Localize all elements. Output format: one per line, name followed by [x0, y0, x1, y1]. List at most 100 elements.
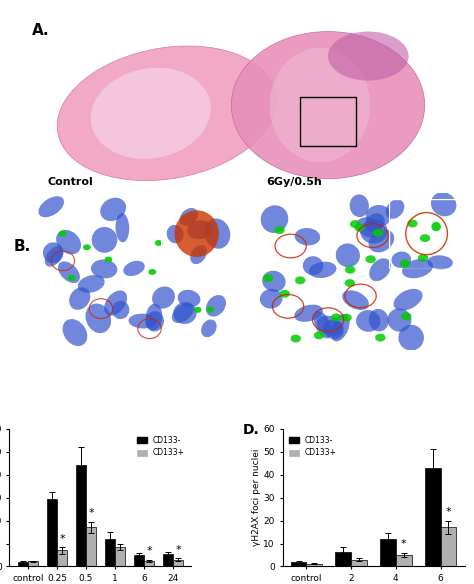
Text: B.: B.: [14, 239, 31, 254]
Ellipse shape: [91, 68, 211, 159]
Ellipse shape: [204, 218, 230, 249]
Ellipse shape: [407, 220, 418, 227]
Ellipse shape: [261, 206, 288, 233]
Ellipse shape: [148, 269, 156, 275]
Bar: [380, 539, 396, 566]
Ellipse shape: [201, 319, 217, 337]
Text: *: *: [401, 539, 407, 550]
Ellipse shape: [56, 230, 81, 255]
Ellipse shape: [194, 307, 201, 313]
Ellipse shape: [369, 309, 389, 332]
Bar: [163, 554, 173, 566]
Ellipse shape: [274, 226, 285, 234]
Ellipse shape: [173, 302, 197, 324]
Ellipse shape: [314, 311, 332, 338]
Ellipse shape: [345, 279, 355, 287]
Ellipse shape: [63, 319, 87, 346]
Ellipse shape: [58, 262, 80, 283]
Ellipse shape: [59, 231, 66, 237]
Ellipse shape: [104, 256, 112, 262]
Ellipse shape: [418, 254, 428, 262]
Bar: [336, 551, 351, 566]
Ellipse shape: [83, 244, 91, 250]
Ellipse shape: [45, 246, 64, 267]
Text: *: *: [146, 546, 152, 556]
Bar: [300, 97, 356, 146]
Ellipse shape: [174, 210, 219, 257]
Text: 6Gy/0.5h: 6Gy/0.5h: [266, 177, 322, 187]
Ellipse shape: [294, 305, 323, 322]
Ellipse shape: [178, 290, 201, 307]
Legend: CD133-, CD133+: CD133-, CD133+: [286, 433, 340, 460]
Text: CD133  DAPI  γH2AX: CD133 DAPI γH2AX: [47, 356, 104, 361]
Ellipse shape: [393, 289, 422, 311]
Ellipse shape: [231, 32, 425, 179]
Text: Control: Control: [47, 177, 93, 187]
Ellipse shape: [365, 255, 376, 263]
Bar: [306, 564, 322, 566]
Ellipse shape: [100, 198, 126, 221]
Ellipse shape: [386, 199, 404, 219]
Ellipse shape: [360, 219, 388, 244]
Ellipse shape: [369, 258, 391, 281]
Bar: [105, 539, 115, 566]
Ellipse shape: [341, 314, 352, 322]
Ellipse shape: [146, 304, 162, 331]
Ellipse shape: [68, 275, 75, 281]
Ellipse shape: [375, 333, 385, 342]
Ellipse shape: [180, 208, 198, 226]
Ellipse shape: [263, 274, 273, 282]
Ellipse shape: [146, 311, 164, 332]
Ellipse shape: [342, 290, 369, 310]
Ellipse shape: [270, 48, 370, 162]
Ellipse shape: [345, 266, 356, 274]
Ellipse shape: [317, 315, 343, 336]
Ellipse shape: [354, 224, 365, 231]
Text: *: *: [59, 534, 65, 544]
Ellipse shape: [350, 194, 369, 217]
Text: *: *: [175, 545, 181, 555]
Bar: [18, 562, 28, 566]
Ellipse shape: [91, 227, 118, 253]
Ellipse shape: [69, 287, 90, 310]
Ellipse shape: [190, 245, 207, 264]
Bar: [351, 559, 367, 566]
Ellipse shape: [431, 222, 441, 231]
Ellipse shape: [400, 260, 410, 267]
Bar: [134, 555, 144, 566]
Ellipse shape: [295, 228, 320, 245]
Ellipse shape: [116, 213, 129, 242]
Bar: [396, 555, 411, 566]
Ellipse shape: [206, 295, 226, 317]
Ellipse shape: [366, 205, 392, 227]
Ellipse shape: [155, 240, 163, 246]
Ellipse shape: [262, 271, 286, 292]
Ellipse shape: [172, 303, 193, 323]
Bar: [57, 550, 67, 566]
Ellipse shape: [330, 314, 350, 342]
Ellipse shape: [373, 229, 383, 237]
Ellipse shape: [420, 234, 430, 242]
Bar: [76, 465, 86, 566]
Bar: [173, 559, 183, 566]
Ellipse shape: [350, 220, 360, 228]
Ellipse shape: [392, 252, 411, 268]
Ellipse shape: [38, 196, 64, 217]
Ellipse shape: [356, 217, 382, 238]
Ellipse shape: [356, 310, 381, 332]
Ellipse shape: [260, 289, 283, 308]
Bar: [28, 561, 38, 566]
Ellipse shape: [323, 320, 344, 339]
Ellipse shape: [187, 220, 213, 239]
Ellipse shape: [427, 255, 453, 269]
Text: *: *: [88, 508, 94, 518]
Bar: [425, 468, 441, 566]
Legend: CD133-, CD133+: CD133-, CD133+: [134, 433, 188, 460]
Bar: [47, 499, 57, 566]
Bar: [291, 562, 306, 566]
Ellipse shape: [43, 242, 64, 263]
Ellipse shape: [303, 256, 323, 275]
Ellipse shape: [78, 275, 105, 293]
Ellipse shape: [331, 314, 341, 321]
Ellipse shape: [112, 301, 129, 319]
